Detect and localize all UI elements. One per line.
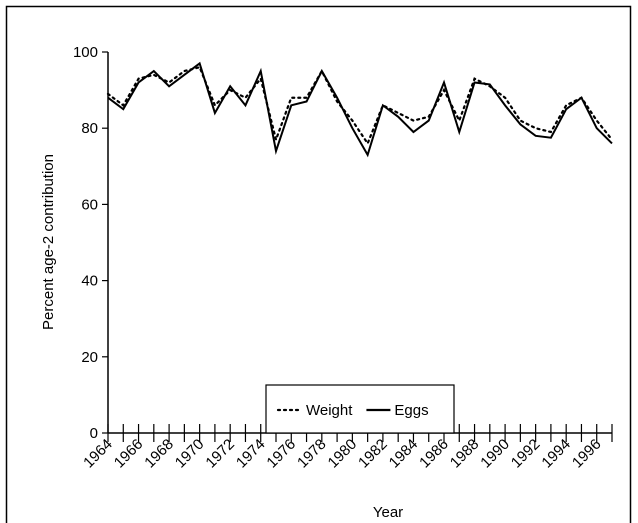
x-tick-label: 1972 xyxy=(202,436,238,472)
y-axis-label: Percent age-2 contribution xyxy=(40,154,57,330)
x-tick-label: 1968 xyxy=(141,436,177,472)
frame xyxy=(5,5,632,523)
y-tick-label: 20 xyxy=(81,349,98,366)
x-tick-label: 1996 xyxy=(569,436,605,472)
y-tick-label: 60 xyxy=(81,196,98,213)
x-tick-label: 1978 xyxy=(294,436,330,472)
x-tick-label: 1974 xyxy=(233,436,269,472)
x-tick-label: 1982 xyxy=(355,436,391,472)
line-series xyxy=(107,61,613,158)
x-tick-label: 1964 xyxy=(80,436,116,472)
x-tick-label: 1994 xyxy=(538,436,574,472)
x-tick-label: 1988 xyxy=(447,436,483,472)
x-tick-label: 1990 xyxy=(477,436,513,472)
legend-label: Eggs xyxy=(394,402,428,419)
y-tick-label: 100 xyxy=(73,44,98,61)
x-tick-label: 1966 xyxy=(111,436,147,472)
y-tick-label: 80 xyxy=(81,120,98,137)
x-tick-label: 1984 xyxy=(386,436,422,472)
x-tick-label: 1976 xyxy=(263,436,299,472)
legend-label: Weight xyxy=(306,402,353,419)
y-tick-label: 40 xyxy=(81,273,98,290)
x-tick-label: 1986 xyxy=(416,436,452,472)
x-tick-label: 1970 xyxy=(172,436,208,472)
y-tick-label: 0 xyxy=(90,425,98,442)
line-series xyxy=(106,65,614,146)
x-tick-label: 1980 xyxy=(325,436,361,472)
x-tick-label: 1992 xyxy=(508,436,544,472)
x-axis-label: Year xyxy=(373,504,403,521)
